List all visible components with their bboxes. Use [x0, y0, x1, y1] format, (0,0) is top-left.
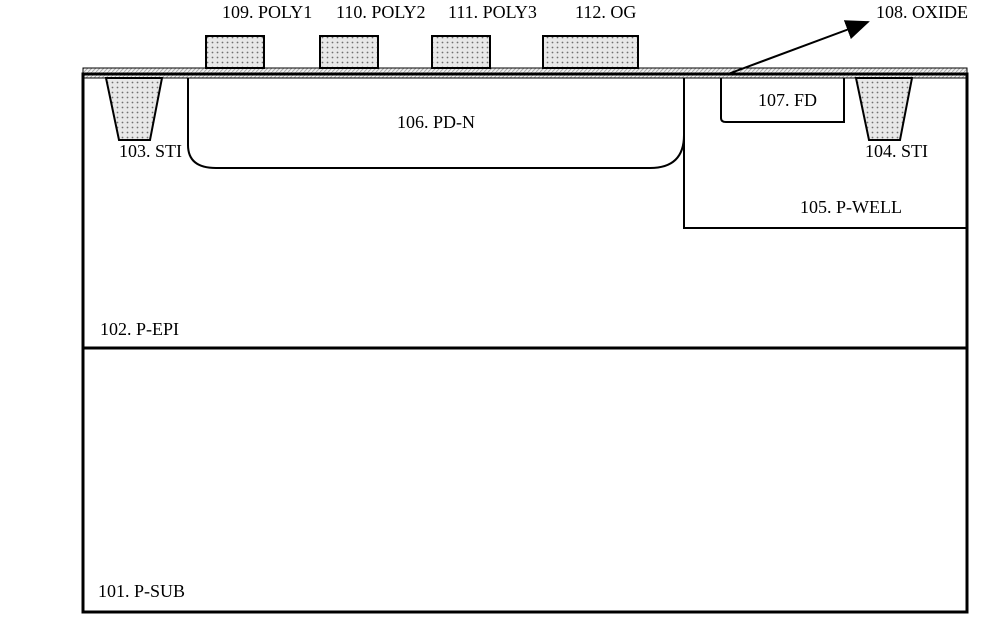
psub-label: 101. P-SUB — [98, 581, 185, 601]
pwell-label: 105. P-WELL — [800, 197, 902, 217]
fd-label: 107. FD — [758, 90, 817, 110]
og-label: 112. OG — [575, 2, 636, 22]
sti-left-label: 103. STI — [119, 141, 182, 161]
poly3-label: 111. POLY3 — [448, 2, 537, 22]
poly1-shape — [206, 36, 264, 68]
device-outline — [83, 74, 967, 612]
semiconductor-cross-section-diagram: 109. POLY1 110. POLY2 111. POLY3 112. OG… — [0, 0, 1000, 631]
poly3-shape — [432, 36, 490, 68]
sti-left-shape — [106, 78, 162, 140]
poly2-shape — [320, 36, 378, 68]
oxide-label: 108. OXIDE — [876, 2, 968, 22]
oxide-leader-arrow — [728, 22, 868, 74]
og-shape — [543, 36, 638, 68]
sti-right-label: 104. STI — [865, 141, 928, 161]
pdn-label: 106. PD-N — [397, 112, 475, 132]
poly1-label: 109. POLY1 — [222, 2, 312, 22]
poly2-label: 110. POLY2 — [336, 2, 426, 22]
sti-right-shape — [856, 78, 912, 140]
pepi-label: 102. P-EPI — [100, 319, 179, 339]
